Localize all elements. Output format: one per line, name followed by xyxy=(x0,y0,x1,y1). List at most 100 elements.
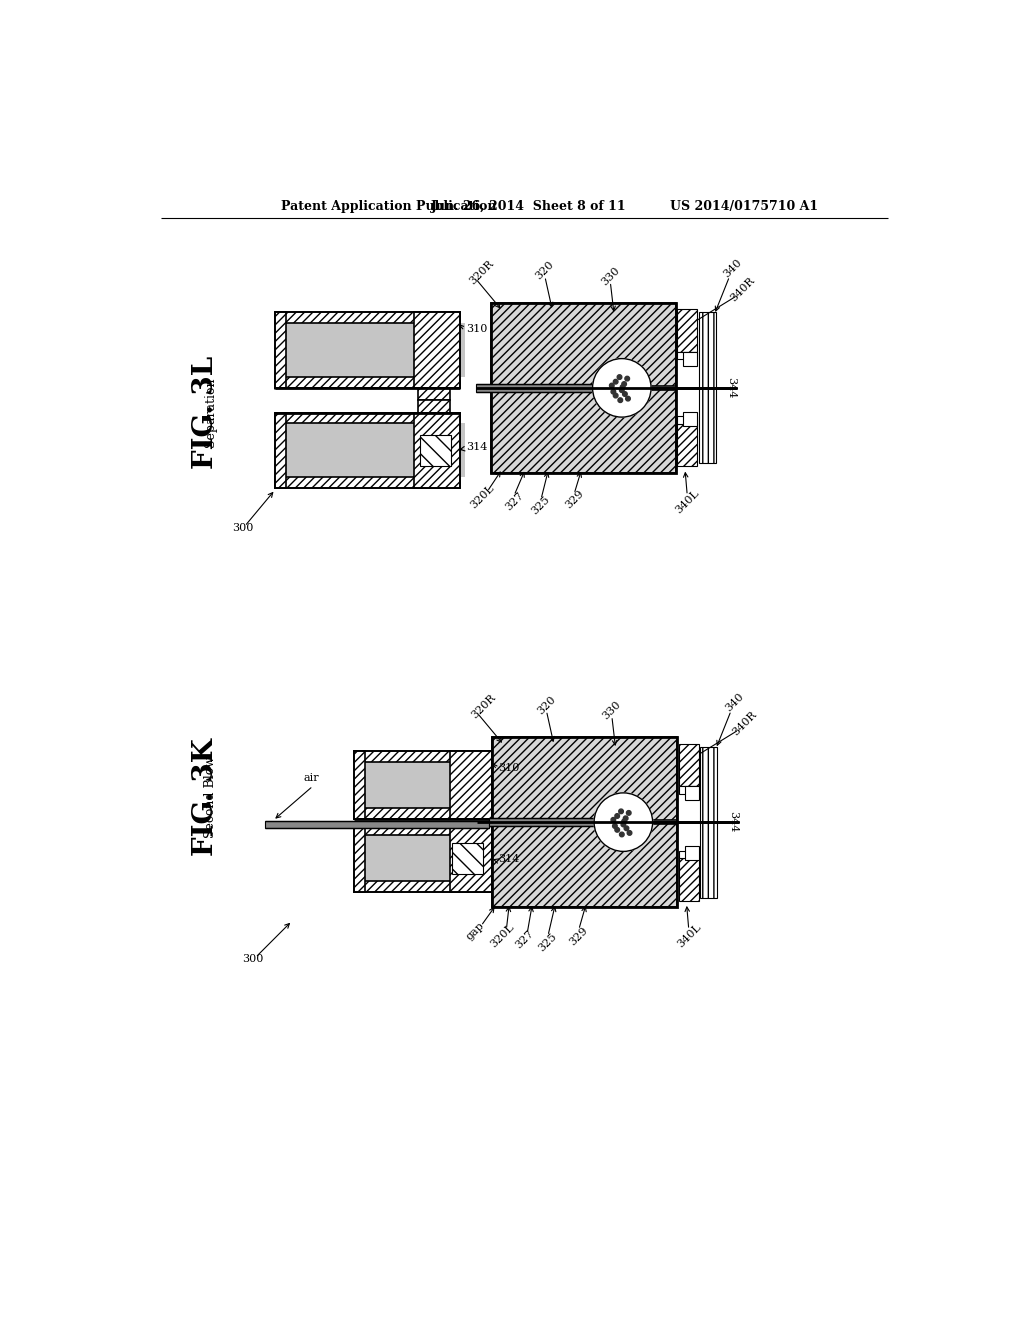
Bar xyxy=(679,850,698,858)
Bar xyxy=(451,825,493,892)
Bar xyxy=(354,882,493,892)
Text: 320: 320 xyxy=(534,260,556,282)
Bar xyxy=(677,424,697,466)
Text: 320R: 320R xyxy=(468,259,496,286)
Bar xyxy=(679,785,698,793)
Bar xyxy=(414,412,460,488)
Bar xyxy=(420,434,451,466)
Circle shape xyxy=(617,397,623,403)
Circle shape xyxy=(617,375,622,379)
Circle shape xyxy=(611,817,615,822)
Text: 330: 330 xyxy=(601,700,623,722)
Bar xyxy=(365,836,497,882)
Text: 300: 300 xyxy=(232,523,254,533)
Circle shape xyxy=(624,816,628,821)
Bar xyxy=(275,313,286,388)
Bar xyxy=(418,400,451,413)
Circle shape xyxy=(622,381,627,387)
Bar xyxy=(698,313,716,463)
Bar xyxy=(683,351,697,366)
Text: 340L: 340L xyxy=(674,488,701,516)
Text: 340R: 340R xyxy=(729,276,757,304)
Bar xyxy=(677,416,697,424)
Text: US 2014/0175710 A1: US 2014/0175710 A1 xyxy=(670,199,818,213)
Text: 310: 310 xyxy=(499,763,520,774)
Circle shape xyxy=(625,826,629,830)
Bar xyxy=(490,304,676,473)
Circle shape xyxy=(618,809,624,813)
Text: 344: 344 xyxy=(728,812,738,833)
Circle shape xyxy=(594,793,652,851)
Bar xyxy=(685,785,698,800)
Bar xyxy=(490,304,676,385)
Text: 329: 329 xyxy=(563,488,585,511)
Bar xyxy=(354,825,493,836)
Text: gap: gap xyxy=(465,920,486,942)
Bar xyxy=(275,478,460,488)
Bar xyxy=(700,747,717,898)
Bar xyxy=(493,738,677,820)
Bar xyxy=(453,843,483,874)
Text: 329: 329 xyxy=(567,925,590,948)
Bar xyxy=(451,751,493,818)
Bar xyxy=(365,762,497,808)
Circle shape xyxy=(614,828,620,832)
Bar xyxy=(275,313,460,323)
Bar xyxy=(275,412,286,488)
Text: 325: 325 xyxy=(529,494,552,516)
Bar xyxy=(286,323,465,378)
Text: Separation: Separation xyxy=(204,378,217,447)
Bar xyxy=(275,378,460,388)
Text: 340L: 340L xyxy=(675,923,702,950)
Text: 320: 320 xyxy=(536,694,557,717)
Circle shape xyxy=(626,396,631,401)
Bar xyxy=(354,751,493,818)
Circle shape xyxy=(612,824,617,829)
Circle shape xyxy=(621,822,626,826)
Bar xyxy=(354,751,365,818)
Text: Patent Application Publication: Patent Application Publication xyxy=(281,199,497,213)
Text: 320R: 320R xyxy=(469,693,498,721)
Text: air: air xyxy=(304,774,319,783)
Bar xyxy=(488,818,600,826)
Text: Second Blow: Second Blow xyxy=(204,756,217,838)
Text: 340R: 340R xyxy=(730,710,758,738)
Bar xyxy=(265,821,488,829)
Text: 314: 314 xyxy=(499,854,520,865)
Bar xyxy=(275,313,460,388)
Bar xyxy=(493,738,677,907)
Text: 312: 312 xyxy=(426,441,445,461)
Bar xyxy=(275,412,460,424)
Bar xyxy=(677,309,697,351)
Text: Jun. 26, 2014  Sheet 8 of 11: Jun. 26, 2014 Sheet 8 of 11 xyxy=(431,199,627,213)
Circle shape xyxy=(613,393,617,397)
Bar xyxy=(354,825,493,892)
Bar xyxy=(414,313,460,388)
Circle shape xyxy=(613,379,617,384)
Circle shape xyxy=(627,810,631,816)
Bar xyxy=(679,743,698,785)
Bar xyxy=(354,751,493,762)
Text: 320L: 320L xyxy=(468,483,496,511)
Bar xyxy=(683,412,697,425)
Bar xyxy=(679,858,698,900)
Circle shape xyxy=(593,359,651,417)
Text: 340: 340 xyxy=(723,692,745,714)
Text: 314: 314 xyxy=(466,442,487,453)
Circle shape xyxy=(620,388,625,392)
Bar xyxy=(354,825,365,892)
Bar xyxy=(493,825,677,907)
Circle shape xyxy=(609,383,614,388)
Text: 327: 327 xyxy=(503,491,525,513)
Text: 340: 340 xyxy=(722,257,743,280)
Bar xyxy=(275,412,460,488)
Bar xyxy=(475,384,634,392)
Text: FIG. 3K: FIG. 3K xyxy=(193,739,219,857)
Text: 320L: 320L xyxy=(488,923,515,950)
Text: 344: 344 xyxy=(727,378,736,399)
Circle shape xyxy=(621,385,625,389)
Circle shape xyxy=(620,832,625,837)
Bar xyxy=(418,388,451,400)
Bar xyxy=(354,808,493,818)
Text: 327: 327 xyxy=(514,928,536,950)
